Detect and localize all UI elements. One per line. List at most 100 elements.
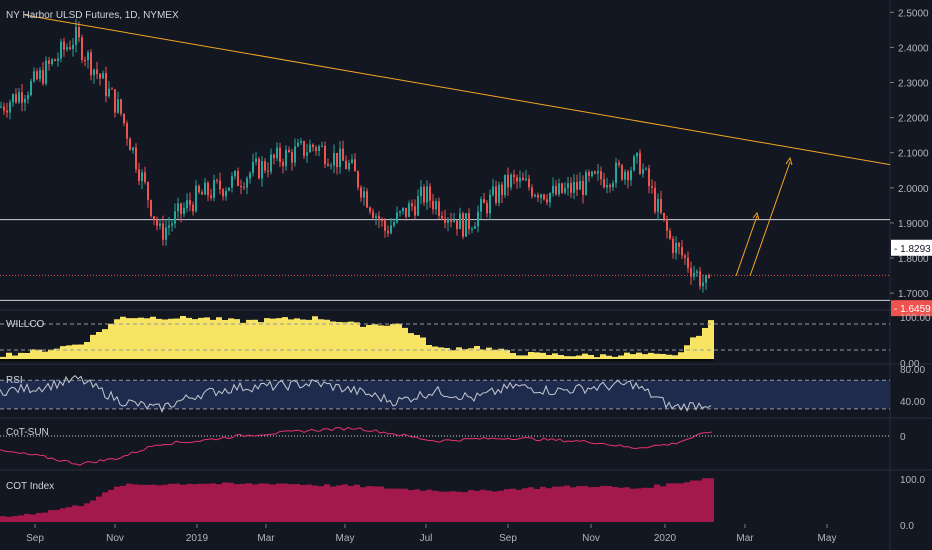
candle-up [693,272,695,277]
candle-up [339,148,341,168]
cot-index-axis-label: 0.0 [900,521,914,532]
candle-up [417,196,419,216]
candle-down [603,179,605,188]
cot-index-area [0,478,714,522]
candle-down [273,154,275,159]
candle-down [444,218,446,223]
candle-up [333,152,335,166]
candle-down [78,26,80,38]
candle-up [498,184,500,203]
candle-down [63,41,65,50]
candle-down [486,203,488,214]
candle-up [696,271,698,273]
candle-down [342,148,344,161]
candle-down [336,152,338,168]
candle-down [687,257,689,269]
candle-down [582,181,584,195]
candle-down [639,152,641,174]
cot-sun-pane [0,426,890,466]
candle-down [495,186,497,203]
candle-up [519,177,521,182]
candle-down [411,203,413,207]
candle-down [609,185,611,188]
candle-up [630,170,632,181]
candle-down [507,174,509,188]
trendline [24,14,891,166]
candle-down [237,170,239,187]
candle-down [222,189,224,197]
candle-down [594,171,596,174]
candle-up [558,183,560,195]
candle-down [207,182,209,196]
candle-up [9,102,11,113]
candle-up [375,215,377,218]
candle-down [264,161,266,171]
time-axis-label: 2019 [186,533,209,544]
willco-area [0,316,714,360]
candle-down [555,185,557,195]
candle-down [651,186,653,188]
candle-up [633,156,635,171]
candle-up [108,88,110,97]
candle-up [702,282,704,287]
candle-down [372,211,374,218]
candle-up [285,149,287,167]
candle-down [357,171,359,188]
candle-down [90,52,92,76]
candle-up [402,207,404,212]
candle-up [390,225,392,234]
candle-down [387,230,389,234]
candle-up [447,219,449,223]
candle-down [126,123,128,139]
candle-down [621,164,623,180]
candle-up [225,190,227,197]
candle-up [579,181,581,190]
candle-down [381,220,383,222]
candle-down [288,149,290,153]
candle-down [219,180,221,190]
candle-down [654,187,656,212]
candle-down [570,183,572,193]
candle-up [234,170,236,177]
candle-up [534,194,536,197]
candle-down [315,147,317,151]
candle-down [450,219,452,222]
candle-down [258,158,260,179]
candle-down [429,186,431,201]
price-axis-label: 1.9000 [898,219,929,230]
candle-up [165,227,167,240]
candle-up [480,199,482,212]
candle-up [0,106,2,108]
candle-up [612,183,614,188]
candle-up [177,203,179,212]
candle-up [72,44,74,50]
candle-down [345,160,347,170]
candle-down [192,204,194,212]
candle-up [141,172,143,182]
candle-up [132,147,134,151]
candle-up [396,212,398,223]
candle-up [252,161,254,174]
candle-up [174,211,176,224]
candle-down [669,230,671,239]
candle-up [171,223,173,226]
candle-up [27,95,29,99]
candle-up [420,186,422,197]
price-axis-label: 1.7000 [898,289,929,300]
candle-down [162,223,164,240]
candle-up [591,171,593,176]
candle-up [45,60,47,84]
time-axis-label: Jul [420,533,433,544]
candle-down [501,184,503,196]
time-axis-label: Nov [582,533,600,544]
candle-up [183,208,185,214]
cot-index-label: COT Index [6,481,54,492]
candle-down [120,99,122,114]
candle-down [462,213,464,237]
candle-down [105,72,107,97]
candle-up [549,193,551,203]
candle-down [690,268,692,277]
candle-down [441,215,443,219]
candle-down [279,147,281,163]
